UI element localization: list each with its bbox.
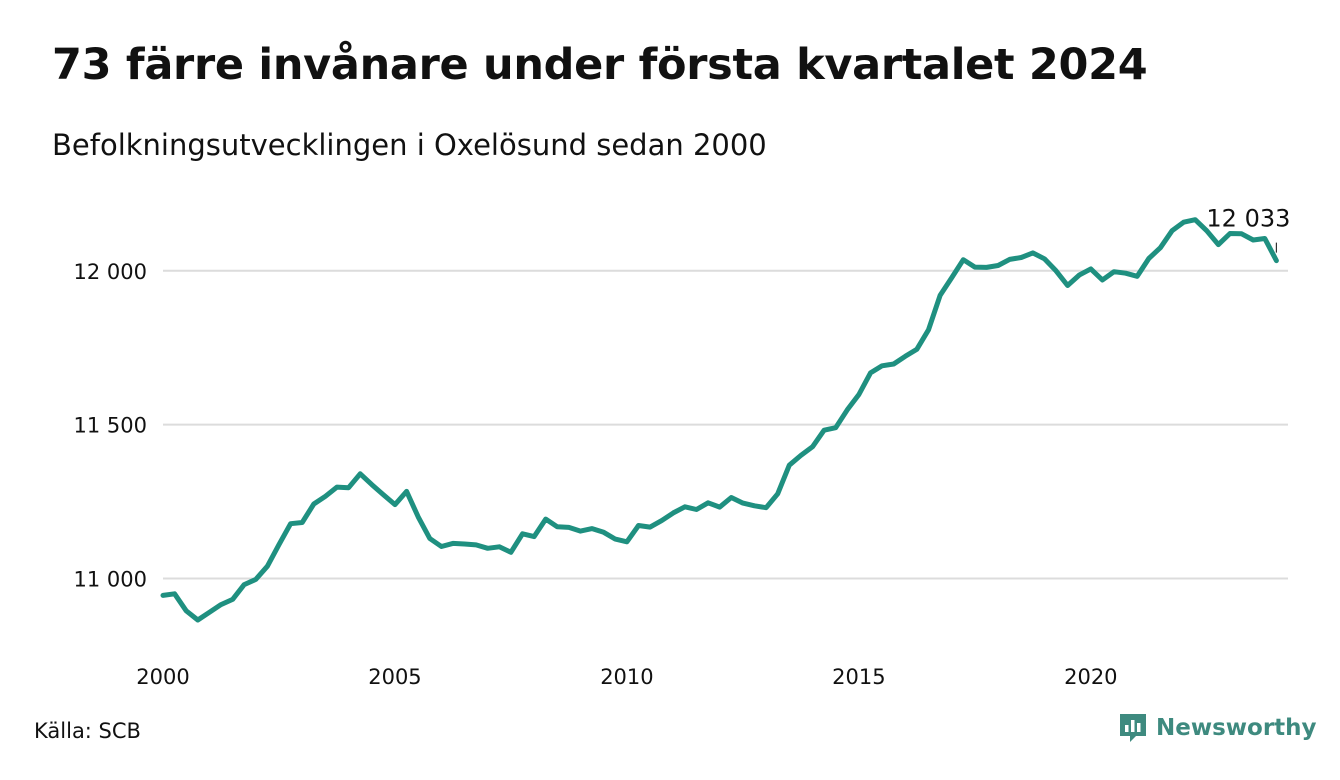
y-axis-tick-labels: 11 000 11 500 12 000 — [74, 260, 147, 592]
y-tick-label: 11 000 — [74, 567, 147, 591]
x-tick-label: 2000 — [136, 665, 189, 689]
series-group — [160, 217, 1279, 623]
newsworthy-logo-icon — [1120, 714, 1146, 742]
x-tick-label: 2005 — [368, 665, 421, 689]
annotation-label: 12 033 — [1206, 205, 1290, 233]
chart-subtitle: Befolkningsutvecklingen i Oxelösund seda… — [52, 128, 767, 162]
chart-title: 73 färre invånare under första kvartalet… — [52, 40, 1148, 90]
x-tick-label: 2015 — [832, 665, 885, 689]
x-tick-label: 2020 — [1064, 665, 1117, 689]
brand-name: Newsworthy — [1156, 715, 1317, 741]
y-tick-label: 12 000 — [74, 260, 147, 284]
source-note: Källa: SCB — [34, 719, 141, 743]
y-tick-label: 11 500 — [74, 414, 147, 438]
x-tick-label: 2010 — [600, 665, 653, 689]
gridlines — [163, 269, 1288, 580]
annotation-group: 12 033 — [1206, 205, 1290, 253]
x-axis-tick-labels: 2000 2005 2010 2015 2020 — [136, 665, 1117, 689]
series-line — [160, 217, 1279, 623]
brand-logo: Newsworthy — [1118, 712, 1317, 744]
